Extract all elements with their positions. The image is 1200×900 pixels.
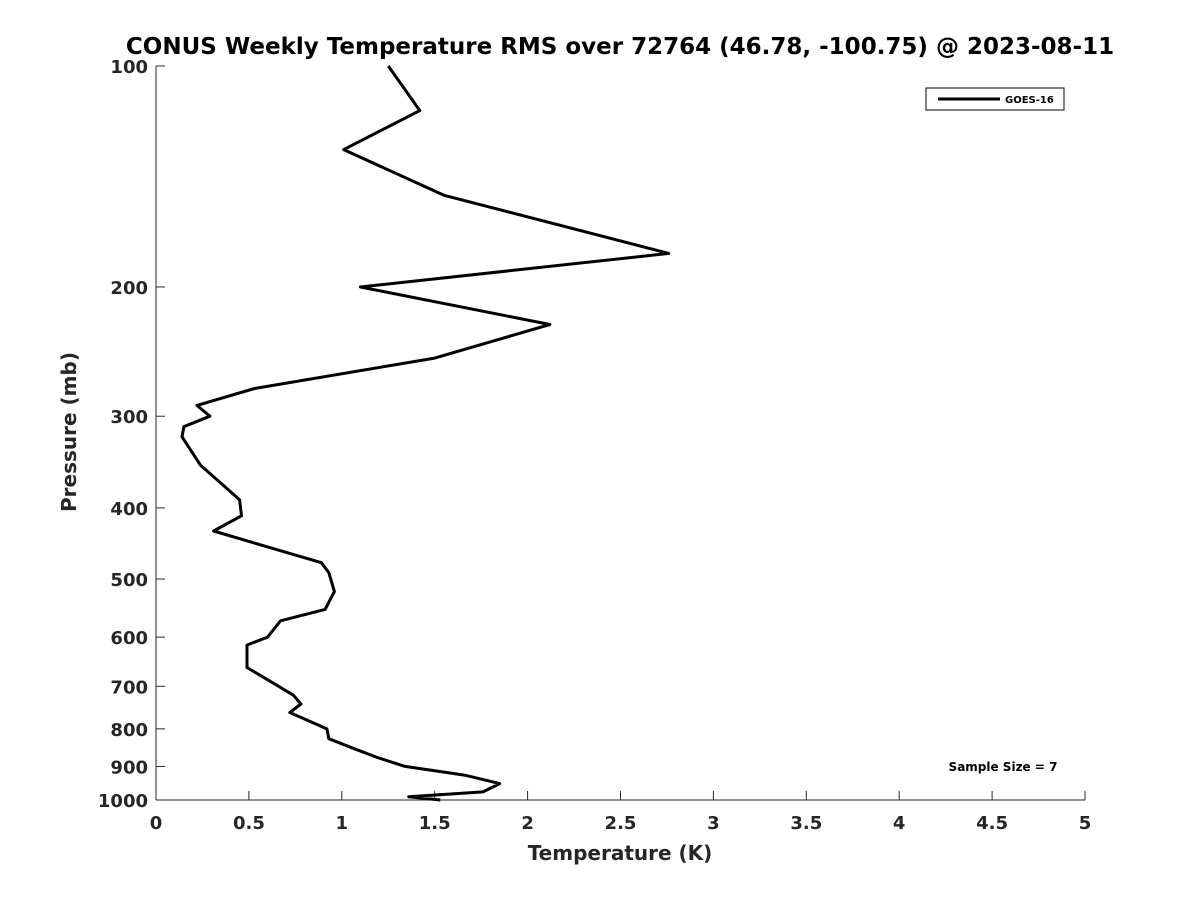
legend: GOES-16 [925,87,1065,111]
y-tick-label: 400 [110,499,148,520]
y-tick-label: 1000 [98,791,148,812]
legend-entry-goes-16: GOES-16 [1005,95,1054,106]
x-tick-label: 3.5 [790,813,822,834]
y-axis-label: Pressure (mb) [57,352,81,512]
y-tick-label: 900 [110,757,148,778]
sample-size-annotation: Sample Size = 7 [949,760,1058,774]
x-tick-label: 1.5 [419,813,451,834]
x-tick-label: 3 [707,813,720,834]
x-tick-label: 4.5 [976,813,1008,834]
x-tick-label: 0.5 [233,813,265,834]
x-tick-label: 4 [893,813,906,834]
y-tick-label: 500 [110,570,148,591]
y-tick-label: 700 [110,677,148,698]
y-tick-label: 600 [110,628,148,649]
x-tick-label: 0 [150,813,163,834]
x-tick-label: 2 [521,813,534,834]
x-tick-label: 2.5 [605,813,637,834]
x-axis-label: Temperature (K) [528,841,713,865]
chart-title: CONUS Weekly Temperature RMS over 72764 … [126,34,1114,60]
y-tick-label: 300 [110,407,148,428]
y-tick-label: 200 [110,278,148,299]
x-tick-label: 5 [1079,813,1092,834]
y-tick-label: 100 [110,57,148,78]
x-tick-label: 1 [336,813,349,834]
y-tick-label: 800 [110,720,148,741]
series-line-goes-16 [180,65,671,802]
